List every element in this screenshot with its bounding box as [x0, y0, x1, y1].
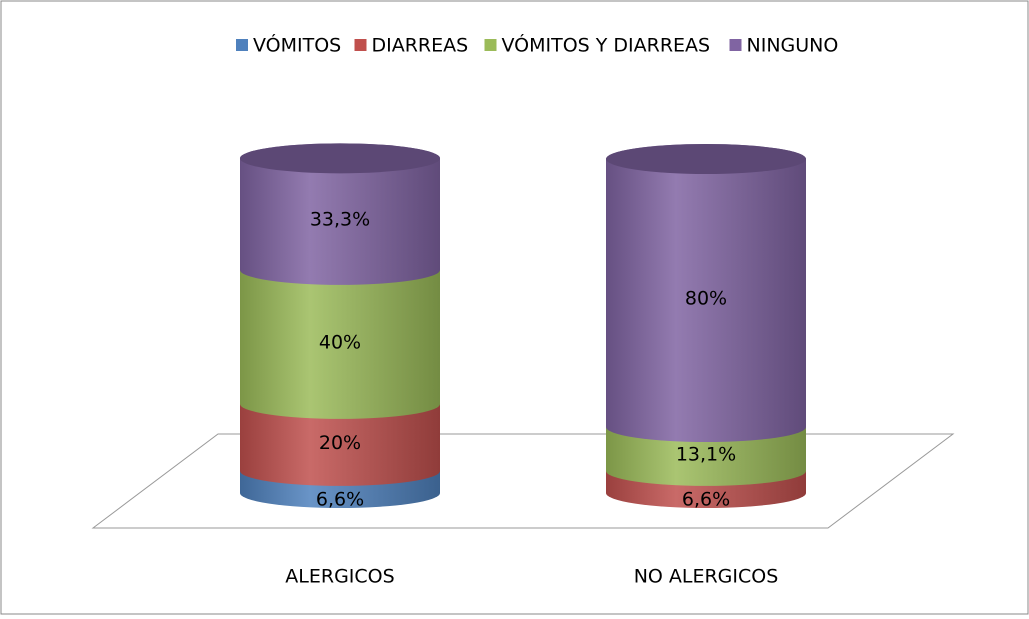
data-label: 6,6%	[682, 489, 730, 511]
data-label: 20%	[319, 432, 361, 454]
data-label: 6,6%	[316, 489, 364, 511]
data-label: 33,3%	[310, 209, 370, 231]
data-label: 13,1%	[676, 443, 736, 465]
legend-label: VÓMITOS	[253, 33, 341, 57]
data-label: 40%	[319, 331, 361, 353]
data-label: 80%	[685, 288, 727, 310]
x-tick-label: NO ALERGICOS	[634, 566, 779, 588]
cylinder-segment	[240, 143, 440, 285]
cylinder-segment	[606, 144, 806, 442]
legend-swatch	[484, 39, 497, 51]
cylinder-segment	[240, 254, 440, 419]
cylinder-top	[240, 143, 440, 174]
legend-swatch	[236, 39, 248, 51]
legend-label: DIARREAS	[372, 35, 469, 57]
legend-label: NINGUNO	[747, 35, 839, 57]
x-tick-label: ALERGICOS	[285, 566, 394, 588]
legend-label: VÓMITOS Y DIARREAS	[502, 33, 711, 57]
cylinder-top	[606, 144, 806, 175]
legend-swatch	[354, 39, 367, 51]
legend-swatch	[729, 39, 742, 51]
floor	[91, 433, 955, 529]
